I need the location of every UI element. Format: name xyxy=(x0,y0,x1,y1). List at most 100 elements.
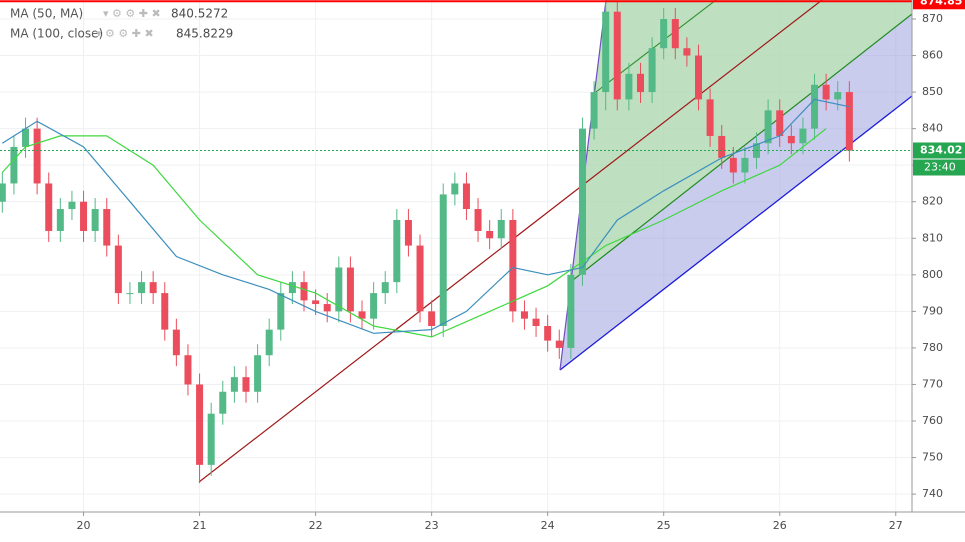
legend-value: 845.8229 xyxy=(176,27,233,41)
legend-label: MA (100, close) xyxy=(10,27,103,41)
x-tick-label: 25 xyxy=(657,519,671,532)
candle-body xyxy=(254,355,262,392)
legend-value: 840.5272 xyxy=(171,7,228,21)
candle-body xyxy=(207,413,215,465)
candle-body xyxy=(300,282,308,301)
candle-body xyxy=(288,282,296,294)
legend-icons[interactable]: ▾ ⚙ ⚙ ✚ ✖ xyxy=(96,27,154,40)
candle-body xyxy=(358,311,366,319)
channel-fill xyxy=(573,0,912,280)
y-tick-label: 840 xyxy=(922,122,943,135)
candle-body xyxy=(149,282,157,294)
candle-body xyxy=(706,99,714,136)
y-tick-label: 760 xyxy=(922,414,943,427)
x-tick-label: 20 xyxy=(77,519,91,532)
candle-body xyxy=(474,209,482,231)
candle-body xyxy=(91,209,99,231)
y-tick-label: 790 xyxy=(922,304,943,317)
candle-body xyxy=(265,329,273,356)
candle-body xyxy=(346,267,354,312)
candle-body xyxy=(648,48,656,93)
candle-body xyxy=(114,245,122,294)
candle-body xyxy=(370,293,378,319)
ma-line xyxy=(1,98,850,334)
candle-body xyxy=(393,220,401,283)
legend-label: MA (50, MA) xyxy=(10,7,83,21)
candle-body xyxy=(439,194,447,326)
candle-body xyxy=(834,92,842,100)
candle-body xyxy=(381,282,389,294)
axes: 7407507607707807908008108208308408508608… xyxy=(77,0,965,532)
y-tick-label: 740 xyxy=(922,487,943,500)
x-tick-label: 24 xyxy=(541,519,555,532)
candle-body xyxy=(10,146,18,184)
countdown-label: 23:40 xyxy=(924,160,956,173)
price-tag-label: 874.85 xyxy=(920,0,962,7)
price-tag xyxy=(913,142,965,159)
y-tick-label: 770 xyxy=(922,377,943,390)
y-tick-label: 750 xyxy=(922,451,943,464)
candle-body xyxy=(45,183,53,231)
channel-line xyxy=(591,0,717,96)
candle-body xyxy=(428,311,436,326)
candle-body xyxy=(822,84,830,100)
candle-body xyxy=(764,110,772,144)
candle-body xyxy=(126,293,134,295)
x-tick-label: 22 xyxy=(309,519,323,532)
candle-body xyxy=(613,11,621,100)
candle-body xyxy=(695,55,703,100)
candle-body xyxy=(741,157,749,173)
candle-body xyxy=(555,340,563,348)
candle-body xyxy=(671,19,679,49)
candle-body xyxy=(520,311,528,319)
y-tick-label: 850 xyxy=(922,85,943,98)
legend-icons[interactable]: ▾ ⚙ ⚙ ✚ ✖ xyxy=(103,7,161,20)
channel-line xyxy=(559,95,913,371)
candle-body xyxy=(625,73,633,100)
candle-body xyxy=(138,282,146,294)
candle-body xyxy=(416,245,424,312)
y-tick-label: 860 xyxy=(922,49,943,62)
candle-body xyxy=(242,377,250,392)
candle-body xyxy=(636,73,644,93)
price-tag xyxy=(913,0,965,10)
candle-body xyxy=(509,220,517,312)
y-tick-label: 820 xyxy=(922,195,943,208)
candle-body xyxy=(0,183,6,202)
candle-body xyxy=(230,377,238,392)
candle-body xyxy=(567,274,575,348)
price-tag-label: 834.02 xyxy=(920,143,962,156)
candle-body xyxy=(323,304,331,312)
candle-body xyxy=(80,201,88,231)
candle-body xyxy=(776,110,784,136)
candle-body xyxy=(451,183,459,195)
candle-body xyxy=(335,267,343,312)
y-tick-label: 800 xyxy=(922,268,943,281)
legend: MA (50, MA) ▾ ⚙ ⚙ ✚ ✖ 840.5272 MA (100, … xyxy=(10,7,233,41)
x-tick-label: 27 xyxy=(889,519,903,532)
candle-body xyxy=(56,209,64,231)
candle-body xyxy=(845,92,853,151)
candle-body xyxy=(33,128,41,184)
candle-body xyxy=(161,293,169,330)
y-tick-label: 810 xyxy=(922,231,943,244)
candle-body xyxy=(312,300,320,305)
x-tick-label: 23 xyxy=(425,519,439,532)
candle-body xyxy=(660,19,668,49)
candle-body xyxy=(532,318,540,326)
candle-body xyxy=(718,135,726,158)
candle-body xyxy=(729,157,737,173)
plot xyxy=(0,0,912,484)
candle-body xyxy=(462,183,470,210)
candle-body xyxy=(103,209,111,246)
candle-body xyxy=(578,128,586,275)
candle-body xyxy=(811,84,819,129)
y-tick-label: 870 xyxy=(922,12,943,25)
candle-body xyxy=(219,391,227,414)
candle-body xyxy=(602,11,610,93)
candle-body xyxy=(590,92,598,129)
candle-body xyxy=(196,384,204,465)
candle-body xyxy=(799,128,807,144)
candle-body xyxy=(787,135,795,144)
